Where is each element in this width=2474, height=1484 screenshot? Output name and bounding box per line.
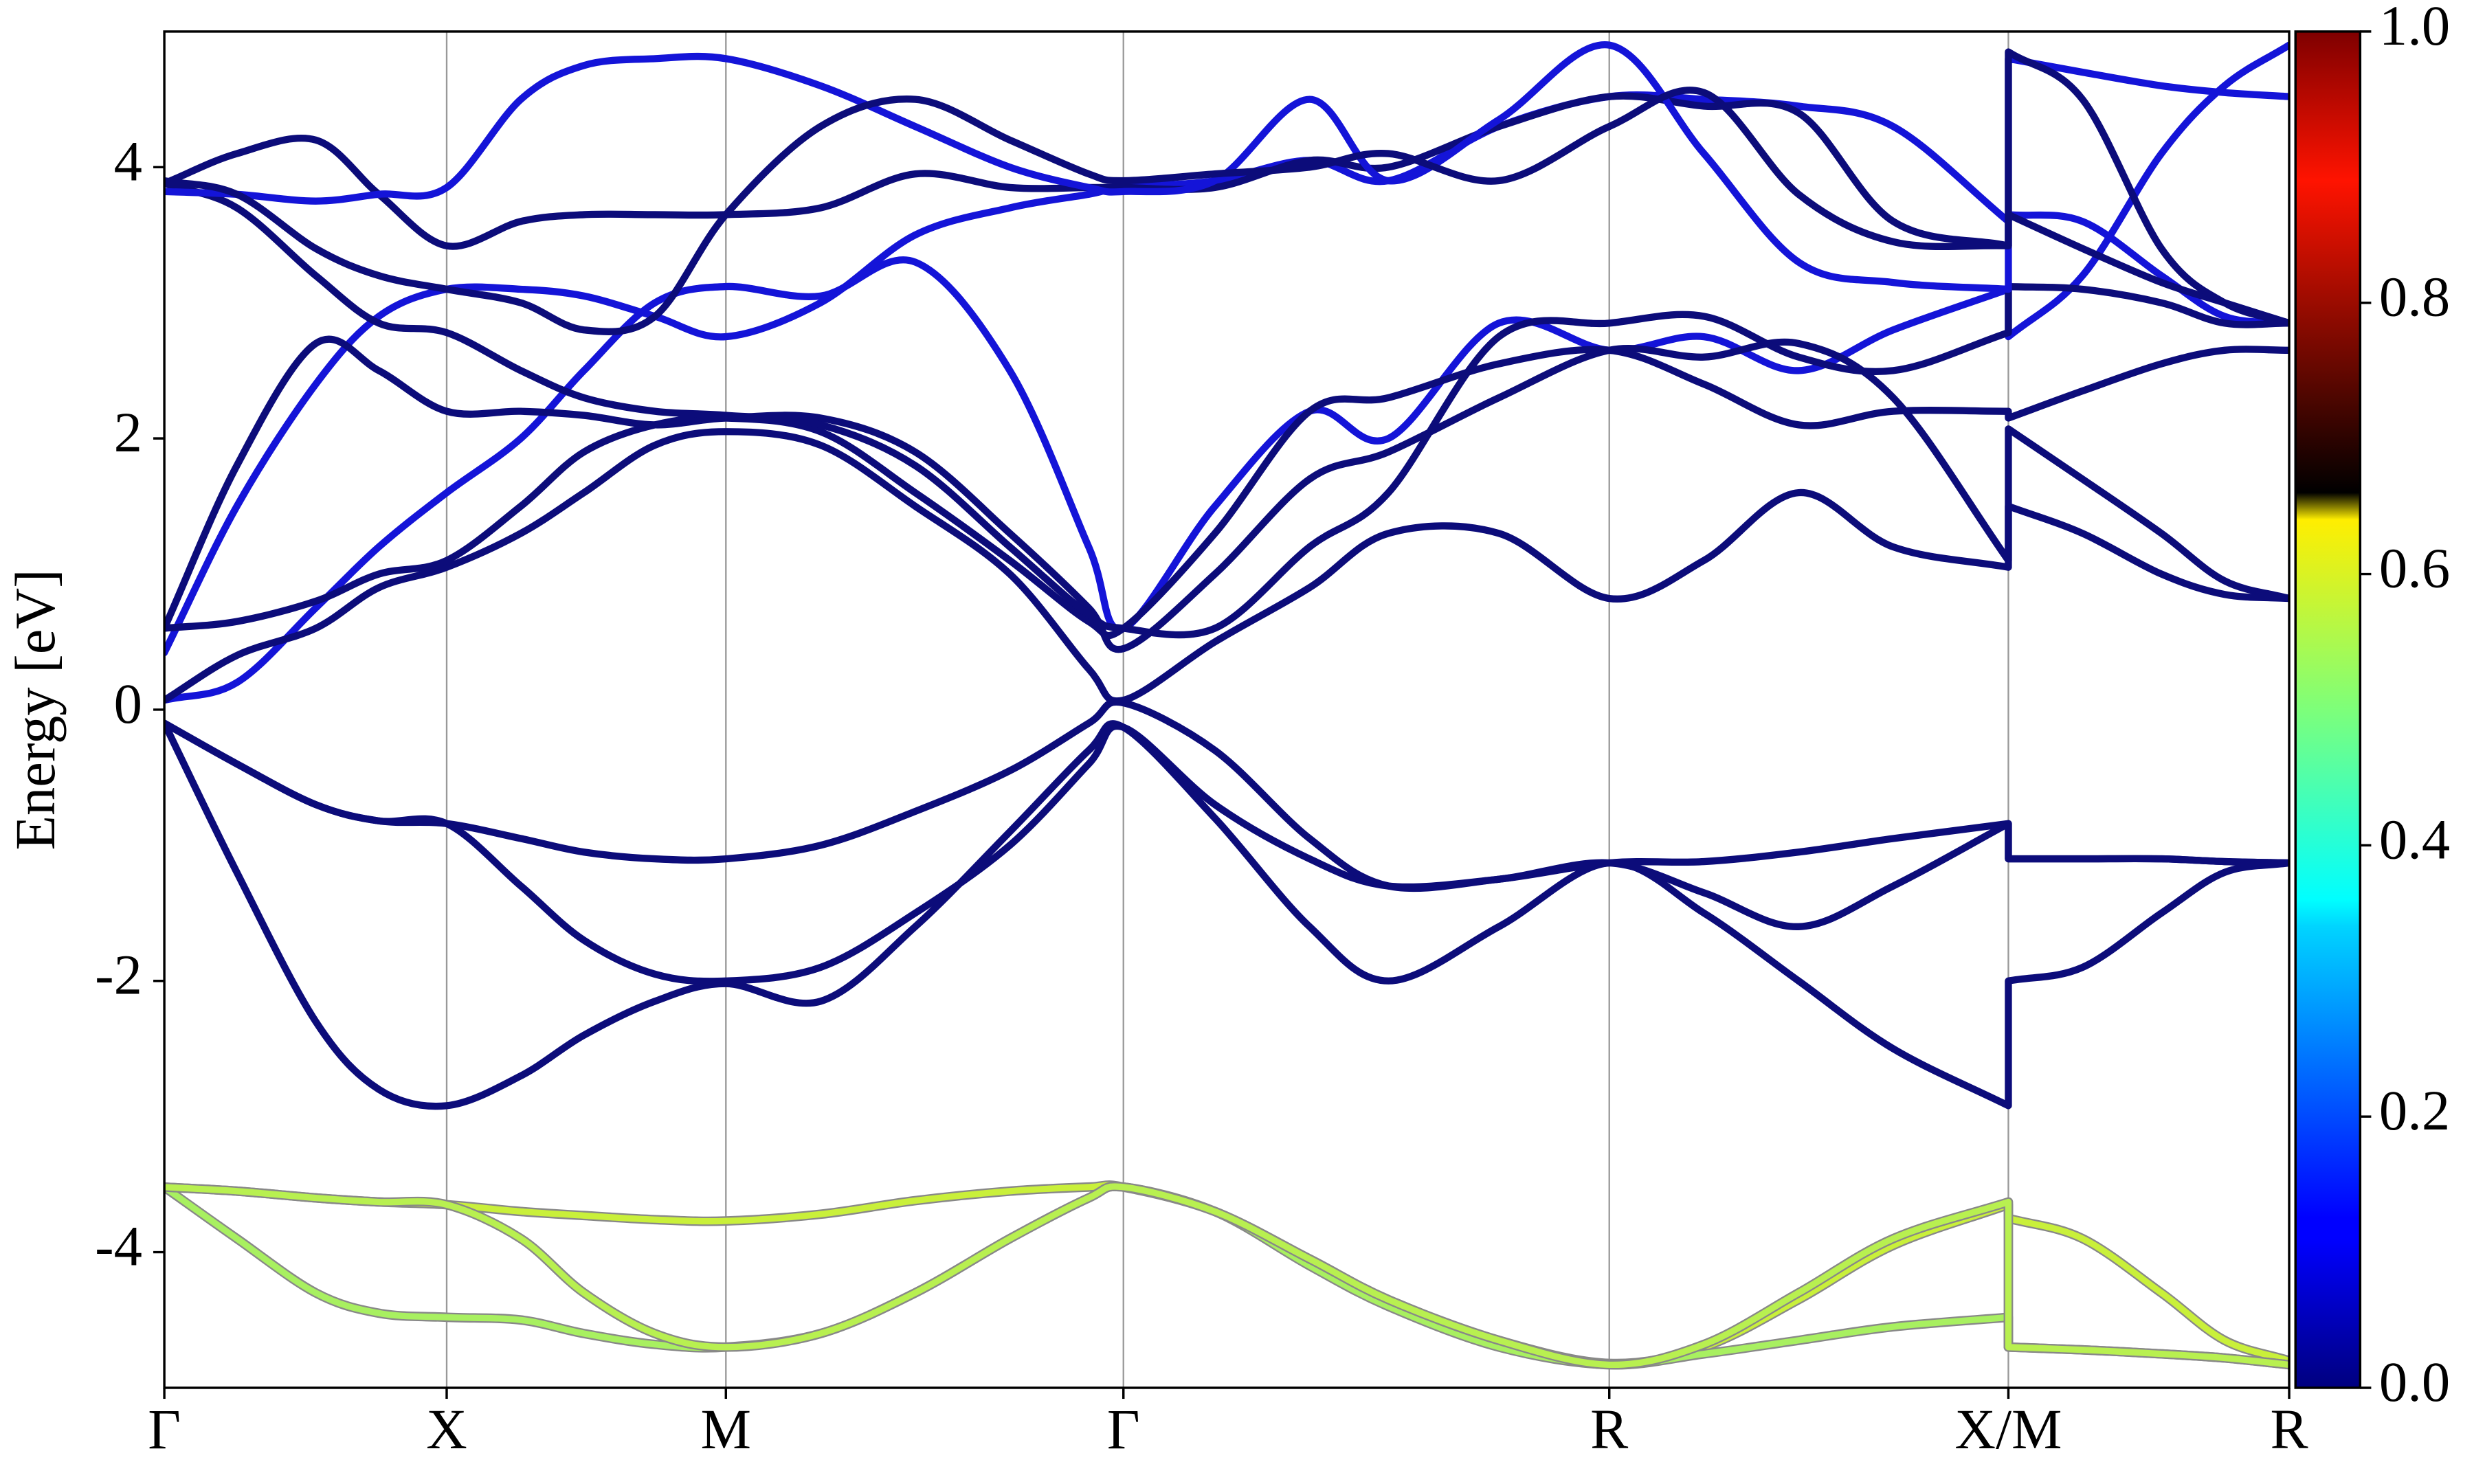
x-tick-label: M bbox=[701, 1397, 751, 1461]
bands bbox=[164, 41, 2290, 1370]
x-tick-label: X bbox=[426, 1397, 467, 1461]
band bbox=[164, 1183, 2290, 1369]
band bbox=[164, 719, 2290, 1110]
colorbar-tick-label: 0.4 bbox=[2379, 807, 2450, 870]
band bbox=[164, 179, 2290, 639]
band bbox=[164, 346, 2290, 640]
y-axis-label: Energy [eV] bbox=[3, 569, 67, 850]
band bbox=[164, 91, 2290, 657]
plot-frame bbox=[163, 30, 2291, 1389]
x-tick-label: R bbox=[1590, 1397, 1628, 1461]
colorbar bbox=[2294, 30, 2362, 1389]
y-tick-label: 4 bbox=[114, 129, 142, 192]
y-tick-label: 2 bbox=[114, 401, 142, 464]
band bbox=[164, 335, 2290, 653]
band bbox=[164, 428, 2290, 705]
band bbox=[164, 719, 2290, 985]
colorbar-tick-label: 1.0 bbox=[2379, 0, 2450, 57]
colorbar-tick-label: 0.2 bbox=[2379, 1079, 2450, 1142]
x-tick-label: Γ bbox=[148, 1397, 181, 1461]
colorbar-tick-label: 0.0 bbox=[2379, 1350, 2450, 1413]
colorbar-tick-label: 0.8 bbox=[2379, 265, 2450, 328]
x-tick-label: R bbox=[2270, 1397, 2308, 1461]
x-tick-label: Γ bbox=[1107, 1397, 1140, 1461]
colorbar-tick-label: 0.6 bbox=[2379, 537, 2450, 600]
x-tick-label: X/M bbox=[1954, 1397, 2062, 1461]
band bbox=[164, 48, 2290, 335]
band bbox=[164, 698, 2290, 892]
y-tick-label: -2 bbox=[95, 943, 142, 1007]
y-tick-label: -4 bbox=[95, 1215, 142, 1278]
band bbox=[164, 41, 2290, 293]
y-tick-label: 0 bbox=[114, 672, 142, 735]
